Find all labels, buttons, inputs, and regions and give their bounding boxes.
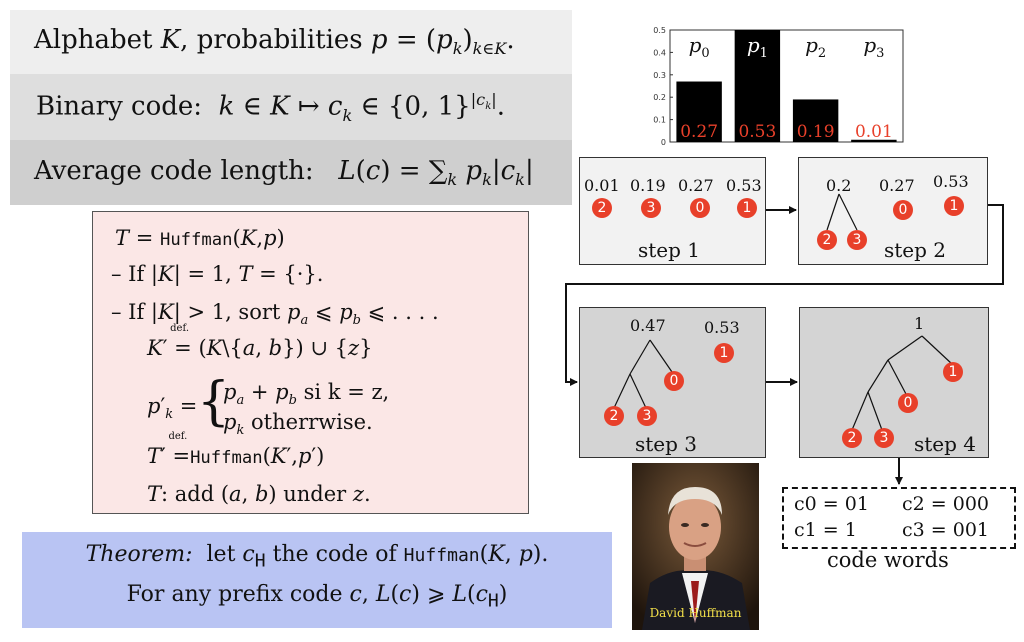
bar-p1 — [734, 30, 781, 142]
algo-line-2: – If |K| = 1, T = {·}. — [111, 262, 324, 286]
alphabet-definition: Alphabet K, probabilities p = (pk)k∈K. — [10, 10, 572, 74]
huffman-algorithm-box: T = Huffman(K,p) – If |K| = 1, T = {·}. … — [92, 211, 529, 514]
y-tick-label: 0.1 — [653, 116, 666, 125]
step1-prob-2: 0.27 — [678, 176, 714, 195]
algo-line-7: T: add (a, b) under z. — [147, 482, 371, 506]
step2-prob-2: 0.53 — [933, 172, 969, 191]
code-words-box: c0 = 01 c2 = 000 c1 = 1 c3 = 001 — [782, 487, 1016, 549]
node-2: 2 — [817, 230, 837, 250]
photo-caption: David Huffman — [649, 606, 742, 620]
node-1: 1 — [714, 343, 734, 363]
arrow-step2-to-step3 — [565, 204, 1004, 386]
node-1: 1 — [737, 198, 757, 218]
y-tick-label: 0 — [661, 138, 666, 147]
code-word-c1: c1 = 1 — [794, 519, 857, 541]
node-2: 2 — [604, 406, 624, 426]
binary-code-definition: Binary code: k ∈ K ↦ ck ∈ {0, 1}|ck|. — [10, 74, 572, 140]
node-3: 3 — [641, 198, 661, 218]
y-tick-label: 0.2 — [653, 93, 666, 102]
algo-line-3: – If |K| > 1, sort pa ⩽ pb ⩽ . . . . — [111, 300, 439, 329]
y-tick-label: 0.3 — [653, 71, 666, 80]
average-length-definition: Average code length: L(c) = ∑k pk|ck| — [10, 140, 572, 205]
bar-p0 — [676, 81, 722, 142]
y-tick-label: 0.5 — [653, 26, 666, 35]
step-2-edges — [826, 193, 858, 231]
step4-prob-0: 1 — [914, 314, 925, 333]
algo-line-4: K′ = def. (K\{a, b}) ∪ {z} — [147, 323, 373, 360]
theorem-box: Theorem: let cH the code of Huffman(K, p… — [22, 532, 612, 628]
code-word-c2: c2 = 000 — [902, 493, 989, 515]
step-4-edges — [851, 335, 953, 431]
step3-prob-1: 0.53 — [704, 318, 740, 337]
step-2-label: step 2 — [884, 238, 947, 262]
node-0: 0 — [690, 198, 710, 218]
step1-prob-0: 0.01 — [584, 176, 620, 195]
david-huffman-photo: David Huffman — [632, 463, 759, 630]
node-1: 1 — [944, 196, 964, 216]
step-1-label: step 1 — [638, 238, 701, 262]
step1-prob-1: 0.19 — [630, 176, 666, 195]
step-3-box: 0.47 0.53 2 3 0 1 step 3 — [579, 307, 766, 458]
code-word-c3: c3 = 001 — [902, 519, 989, 541]
node-3: 3 — [874, 428, 894, 448]
theorem-line-1: Theorem: let cH the code of Huffman(K, p… — [85, 542, 549, 572]
probability-bar-chart: 00.10.20.30.40.5 0.27p00.53p10.19p20.01p… — [653, 26, 904, 147]
bar-p2 — [792, 99, 839, 142]
step-3-label: step 3 — [635, 432, 698, 456]
node-2: 2 — [592, 198, 612, 218]
node-0: 0 — [664, 371, 684, 391]
theorem-line-2: For any prefix code c, L(c) ⩾ L(cH) — [126, 582, 508, 612]
node-0: 0 — [893, 200, 913, 220]
data-label-p1: 0.53 — [738, 122, 776, 142]
node-0: 0 — [898, 393, 918, 413]
step3-prob-0: 0.47 — [630, 316, 666, 335]
step-2-box: 0.2 0.27 0.53 2 3 0 1 step 2 — [798, 157, 988, 265]
step2-prob-1: 0.27 — [879, 176, 915, 195]
code-word-c0: c0 = 01 — [794, 493, 869, 515]
code-words-caption: code words — [827, 548, 949, 572]
node-3: 3 — [637, 406, 657, 426]
node-2: 2 — [842, 428, 862, 448]
data-label-p2: 0.19 — [797, 122, 835, 142]
node-1: 1 — [943, 362, 963, 382]
step1-prob-3: 0.53 — [726, 176, 762, 195]
step-1-box: 0.01 0.19 0.27 0.53 2 3 0 1 step 1 — [579, 157, 766, 265]
y-tick-label: 0.4 — [653, 48, 666, 57]
algo-line-1: T = Huffman(K,p) — [115, 226, 285, 250]
algo-line-6: T′ = def. Huffman(K′,p′) — [147, 431, 325, 468]
data-label-p3: 0.01 — [855, 122, 893, 142]
node-3: 3 — [847, 230, 867, 250]
data-label-p0: 0.27 — [680, 122, 718, 142]
bar-p3 — [851, 139, 897, 142]
step-3-edges — [613, 339, 673, 409]
step-4-box: 1 2 3 0 1 step 4 — [799, 307, 989, 458]
step-4-label: step 4 — [914, 432, 977, 456]
step2-prob-0: 0.2 — [826, 176, 852, 195]
portrait-image — [632, 463, 759, 630]
chart-bars — [676, 30, 897, 142]
